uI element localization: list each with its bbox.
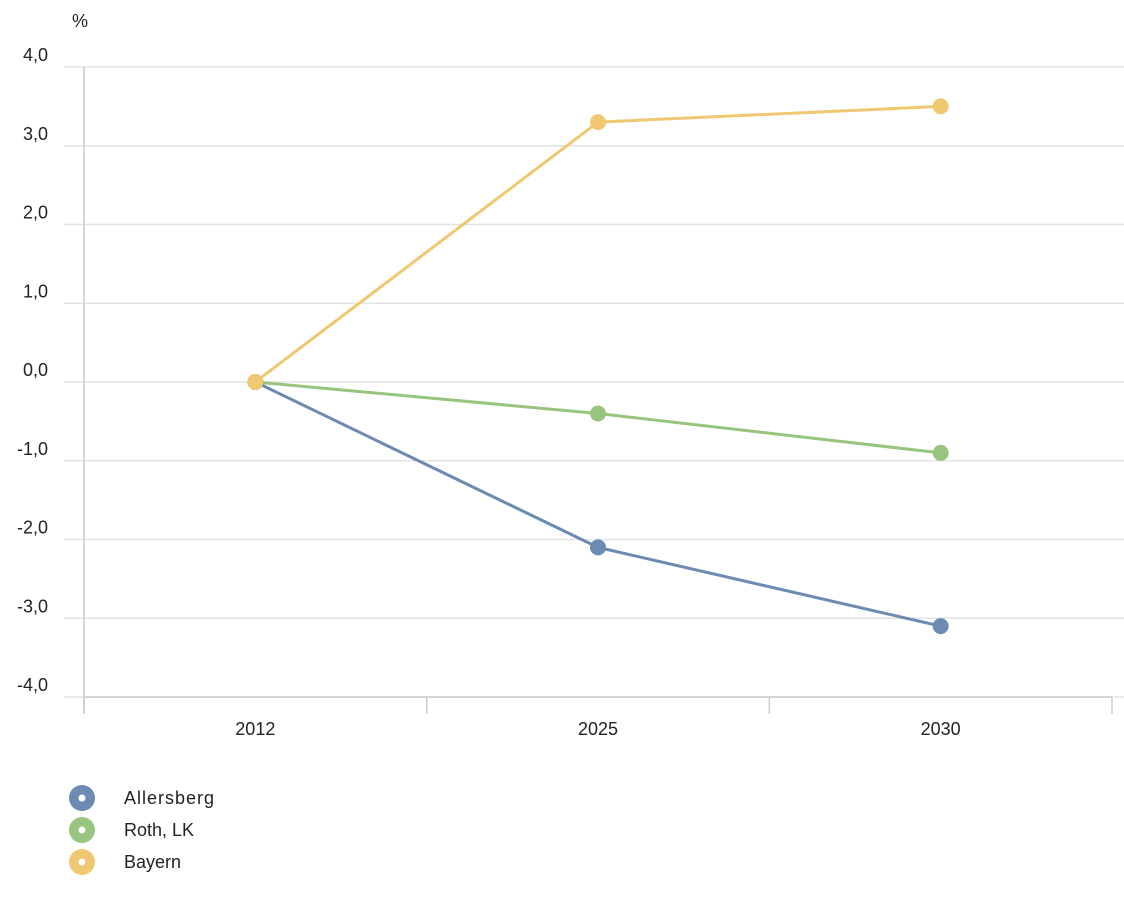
y-tick-label: -3,0 xyxy=(17,596,48,616)
y-tick-label: 3,0 xyxy=(23,124,48,144)
legend-marker-icon xyxy=(69,817,95,843)
y-tick-label: -1,0 xyxy=(17,439,48,459)
axes xyxy=(83,67,1113,714)
legend-marker-icon xyxy=(69,849,95,875)
data-point[interactable] xyxy=(590,114,606,131)
legend-item[interactable]: Roth, LK xyxy=(68,814,215,846)
data-point[interactable] xyxy=(932,98,949,115)
y-tick-label: -2,0 xyxy=(17,518,48,538)
y-axis-unit-label: % xyxy=(72,11,88,31)
data-point[interactable] xyxy=(247,374,264,390)
grid-lines xyxy=(64,66,1124,698)
y-tick-label: -4,0 xyxy=(17,675,48,695)
series-line-2 xyxy=(253,104,943,384)
y-tick-label: 0,0 xyxy=(23,360,48,380)
legend-label: Bayern xyxy=(124,851,182,872)
y-tick-label: 4,0 xyxy=(23,45,48,65)
data-point[interactable] xyxy=(590,539,606,556)
data-point[interactable] xyxy=(590,405,606,422)
legend-label: Allersberg xyxy=(124,787,216,808)
x-tick-label: 2030 xyxy=(921,719,961,739)
legend: Allersberg Roth, LK Bayern xyxy=(68,782,215,878)
data-point[interactable] xyxy=(932,618,949,635)
y-tick-label: 1,0 xyxy=(23,281,48,301)
series-points xyxy=(247,98,949,635)
y-tick-label: 2,0 xyxy=(23,203,48,223)
data-point[interactable] xyxy=(932,444,949,461)
legend-marker-icon xyxy=(69,785,95,811)
y-tick-labels: 4,0 3,0 2,0 1,0 0,0 -1,0 -2,0 -3,0 -4,0 xyxy=(17,45,48,695)
x-tick-label: 2025 xyxy=(578,719,618,739)
legend-item[interactable]: Bayern xyxy=(68,846,215,878)
legend-item[interactable]: Allersberg xyxy=(68,782,215,814)
x-tick-label: 2012 xyxy=(235,719,275,739)
legend-label: Roth, LK xyxy=(124,819,195,840)
x-tick-labels: 2012 2025 2030 xyxy=(235,719,960,739)
